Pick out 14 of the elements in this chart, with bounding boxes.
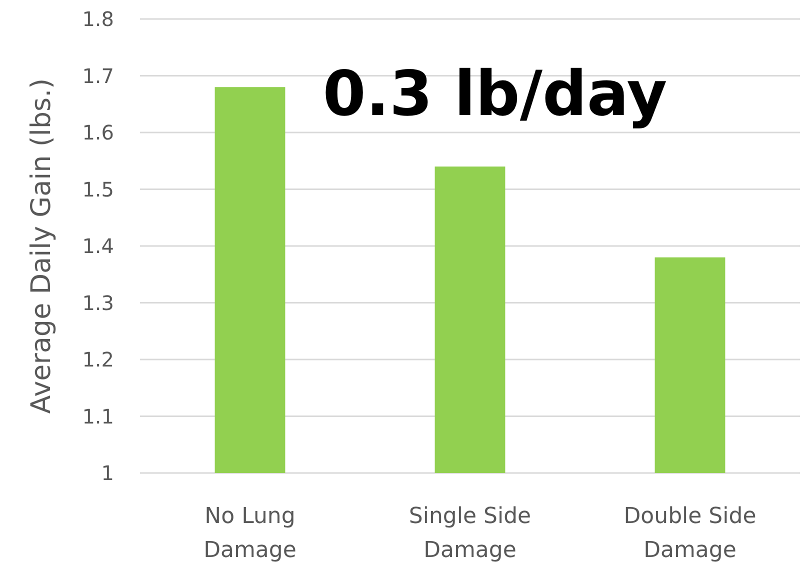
y-tick-label: 1.1	[82, 404, 114, 428]
y-tick-label: 1	[101, 461, 114, 485]
x-tick-label: No Lung Damage	[204, 504, 296, 563]
y-tick-label: 1.8	[82, 7, 114, 31]
y-axis-title: Average Daily Gain (lbs.)	[26, 78, 57, 414]
y-tick-label: 1.6	[82, 120, 114, 144]
x-tick-label: Double Side Damage	[624, 504, 756, 563]
y-tick-label: 1.5	[82, 177, 114, 202]
y-tick-label: 1.7	[82, 64, 114, 88]
y-tick-label: 1.4	[82, 234, 114, 258]
y-tick-label: 1.2	[82, 348, 114, 372]
annotation: 0.3 lb/day	[322, 57, 668, 130]
x-tick-label: Single Side Damage	[408, 504, 532, 563]
y-tick-label: 1.3	[82, 290, 114, 315]
